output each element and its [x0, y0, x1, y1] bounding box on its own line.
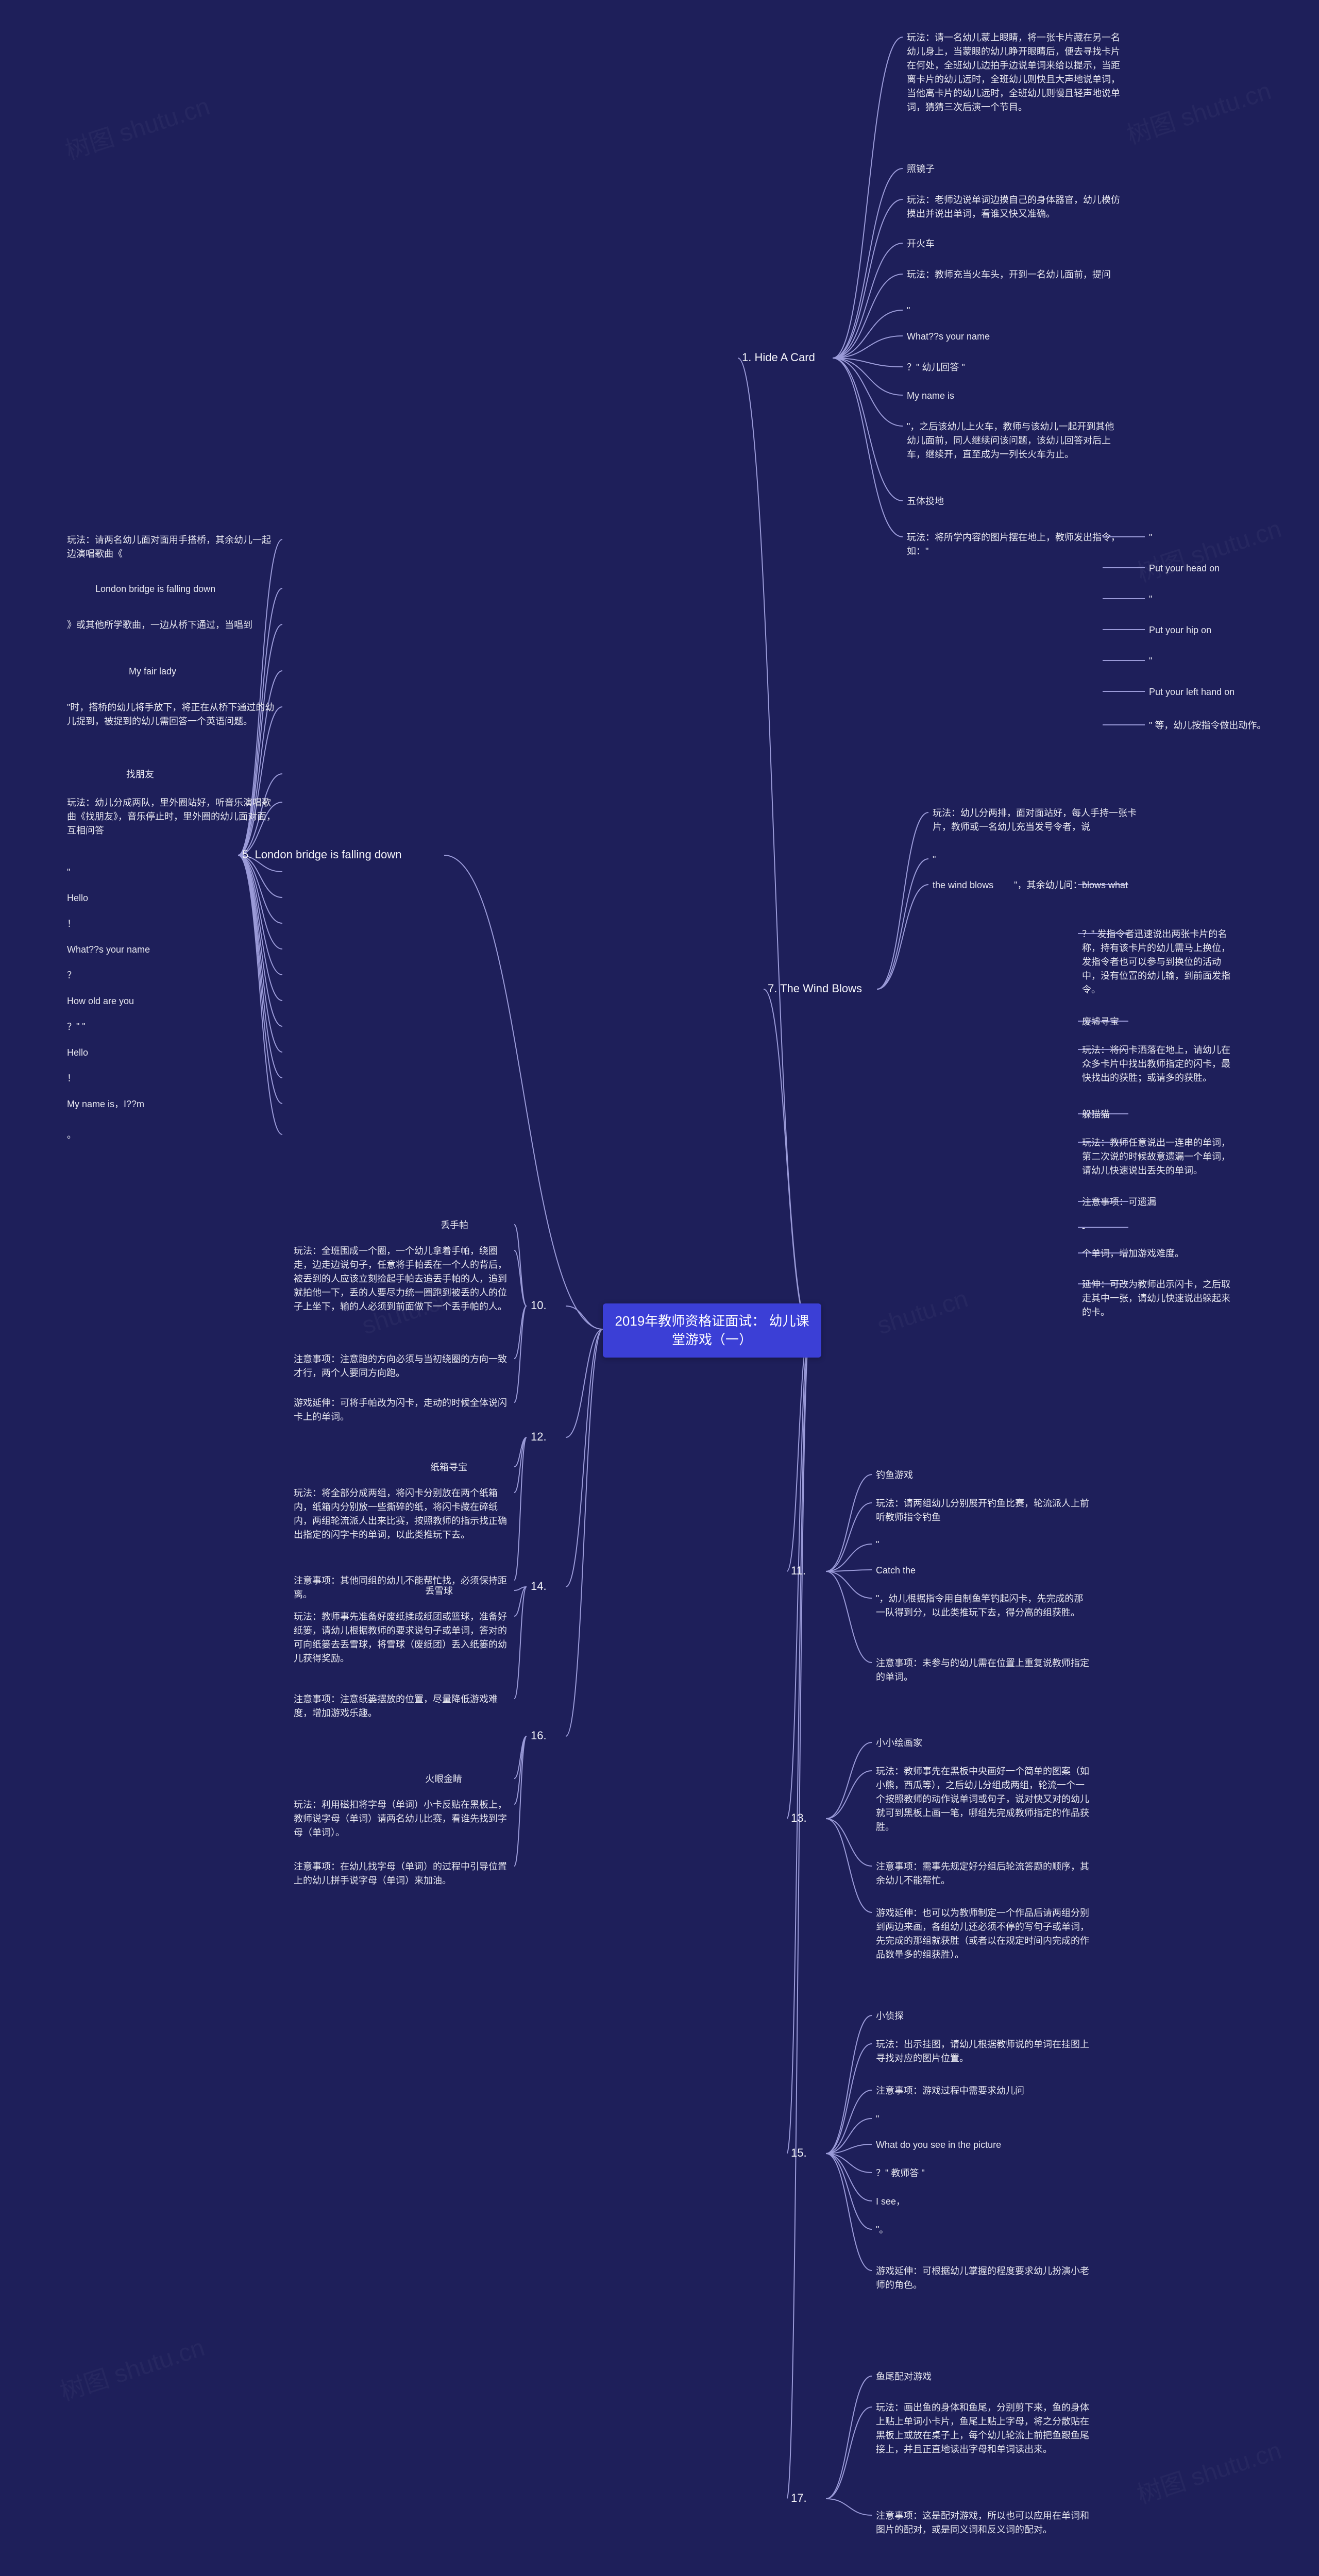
leaf-node: blows what: [1082, 878, 1304, 892]
branch-label-b7: 7. The Wind Blows: [768, 982, 862, 995]
leaf-node: 玩法：幼儿分成两队，里外圈站好，听音乐演唱歌曲《找朋友》，音乐停止时，里外圈的幼…: [67, 796, 278, 838]
center-node: 2019年教师资格证面试： 幼儿课堂游戏（一）: [603, 1303, 821, 1358]
leaf-node: 玩法：请一名幼儿蒙上眼睛，将一张卡片藏在另一名幼儿身上，当蒙眼的幼儿睁开眼睛后，…: [907, 31, 1123, 114]
branch-label-b14: 14.: [531, 1580, 547, 1593]
leaf-node: 玩法：教师任意说出一连串的单词，第二次说的时候故意遗漏一个单词，请幼儿快速说出丢…: [1082, 1136, 1237, 1178]
leaf-node: 躲猫猫: [1082, 1108, 1237, 1122]
leaf-node: "。: [876, 2223, 1092, 2237]
leaf-node: 丢手帕: [294, 1218, 510, 1232]
leaf-node: 五体投地: [907, 495, 1123, 509]
leaf-node: "时，搭桥的幼儿将手放下，将正在从桥下通过的幼儿捉到，被捉到的幼儿需回答一个英语…: [67, 701, 278, 728]
leaf-node: 玩法：画出鱼的身体和鱼尾，分别剪下来，鱼的身体上贴上单词小卡片，鱼尾上贴上字母，…: [876, 2401, 1092, 2456]
leaf-node: 小小绘画家: [876, 1736, 1092, 1750]
leaf-node: 延伸：可改为教师出示闪卡，之后取走其中一张，请幼儿快速说出躲起来的卡。: [1082, 1278, 1237, 1319]
branch-label-b16: 16.: [531, 1729, 547, 1742]
leaf-node: Put your left hand on: [1149, 685, 1278, 699]
leaf-node: ！: [67, 917, 278, 931]
leaf-node: Hello: [67, 891, 278, 905]
leaf-node: 玩法：将全部分成两组，将闪卡分别放在两个纸箱内，纸箱内分别放一些撕碎的纸，将闪卡…: [294, 1486, 510, 1542]
leaf-node: 注意事项：未参与的幼儿需在位置上重复说教师指定的单词。: [876, 1656, 1092, 1684]
leaf-node: London bridge is falling down: [67, 582, 278, 596]
leaf-node: 找朋友: [67, 768, 278, 782]
leaf-node: 照镜子: [907, 162, 1123, 176]
leaf-node: 玩法：全班围成一个圈，一个幼儿拿着手帕，绕圈走，边走边说句子，任意将手帕丢在一个…: [294, 1244, 510, 1314]
leaf-node: What??s your name: [907, 330, 1123, 344]
leaf-node: 小侦探: [876, 2009, 1092, 2023]
leaf-node: ？" 发指令者迅速说出两张卡片的名称，持有该卡片的幼儿需马上换位，发指令者也可以…: [1082, 927, 1237, 997]
leaf-node: 注意事项：可遗漏: [1082, 1195, 1237, 1209]
leaf-node: 废墟寻宝: [1082, 1015, 1237, 1029]
leaf-node: 游戏延伸：也可以为教师制定一个作品后请两组分别到两边来画，各组幼儿还必须不停的写…: [876, 1906, 1092, 1962]
leaf-node: 玩法：教师充当火车头，开到一名幼儿面前，提问: [907, 268, 1123, 282]
branch-label-b15: 15.: [791, 2146, 807, 2160]
leaf-node: ": [876, 1538, 1092, 1552]
leaf-node: ！: [67, 1072, 278, 1086]
leaf-node: 注意事项：这是配对游戏，所以也可以应用在单词和图片的配对，或是同义词和反义词的配…: [876, 2509, 1092, 2537]
leaf-node: ？" 幼儿回答 ": [907, 361, 1123, 375]
leaf-node: How old are you: [67, 994, 278, 1008]
branch-label-b13: 13.: [791, 1811, 807, 1825]
leaf-node: "，之后该幼儿上火车，教师与该幼儿一起开到其他幼儿面前，同人继续问该问题，该幼儿…: [907, 420, 1123, 462]
leaf-node: 注意事项：需事先规定好分组后轮流答题的顺序，其余幼儿不能帮忙。: [876, 1860, 1092, 1888]
leaf-node: Catch the: [876, 1564, 1092, 1578]
leaf-node: 鱼尾配对游戏: [876, 2370, 1092, 2384]
branch-label-b11: 11.: [791, 1564, 806, 1578]
leaf-node: 丢雪球: [294, 1584, 510, 1598]
leaf-node: ": [1149, 531, 1278, 545]
leaf-node: ": [933, 853, 1154, 867]
leaf-node: " 等，幼儿按指令做出动作。: [1149, 719, 1278, 733]
branch-label-b12: 12.: [531, 1430, 547, 1444]
leaf-node: I see，: [876, 2195, 1092, 2209]
leaf-node: 游戏延伸：可根据幼儿掌握的程度要求幼儿扮演小老师的角色。: [876, 2264, 1092, 2292]
leaf-node: 火眼金睛: [294, 1772, 510, 1786]
leaf-node: ": [907, 304, 1123, 318]
leaf-node: 玩法：幼儿分两排，面对面站好，每人手持一张卡片，教师或一名幼儿充当发号令者，说: [933, 806, 1154, 834]
leaf-node: ": [1149, 592, 1278, 606]
leaf-node: 钓鱼游戏: [876, 1468, 1092, 1482]
leaf-node: Put your hip on: [1149, 623, 1278, 637]
leaf-node: 注意事项：注意纸篓摆放的位置，尽量降低游戏难度，增加游戏乐趣。: [294, 1692, 510, 1720]
leaf-node: 玩法：教师事先在黑板中央画好一个简单的图案（如小熊，西瓜等），之后幼儿分组成两组…: [876, 1765, 1092, 1834]
branch-label-b10: 10.: [531, 1299, 547, 1312]
leaf-node: 》或其他所学歌曲，一边从桥下通过，当唱到: [67, 618, 278, 632]
leaf-node: ": [67, 866, 278, 879]
leaf-node: 玩法：请两组幼儿分别展开钓鱼比赛，轮流派人上前听教师指令钓鱼: [876, 1497, 1092, 1524]
leaf-node: Hello: [67, 1046, 278, 1060]
leaf-node: ": [1149, 654, 1278, 668]
leaf-node: ？" ": [67, 1020, 278, 1034]
leaf-node: 注意事项：在幼儿找字母（单词）的过程中引导位置上的幼儿拼手说字母（单词）来加油。: [294, 1860, 510, 1888]
leaf-node: 玩法：老师边说单词边摸自己的身体器官，幼儿模仿摸出并说出单词，看谁又快又准确。: [907, 193, 1123, 221]
leaf-node: My name is，I??m: [67, 1097, 278, 1111]
leaf-node: 玩法：出示挂图，请幼儿根据教师说的单词在挂图上寻找对应的图片位置。: [876, 2038, 1092, 2065]
branch-label-b5: 5. London bridge is falling down: [242, 848, 401, 861]
branch-label-b1: 1. Hide A Card: [742, 351, 815, 364]
leaf-node: 。: [67, 1128, 278, 1142]
leaf-node: Put your head on: [1149, 562, 1278, 575]
leaf-node: What do you see in the picture: [876, 2138, 1092, 2152]
leaf-node: 游戏延伸：可将手帕改为闪卡，走动的时候全体说闪卡上的单词。: [294, 1396, 510, 1424]
leaf-node: 玩法：将所学内容的图片摆在地上，教师发出指令，如：": [907, 531, 1123, 558]
leaf-node: 玩法：利用磁扣将字母（单词）小卡反贴在黑板上，教师说字母（单词）请两名幼儿比赛，…: [294, 1798, 510, 1840]
leaf-node: 玩法：请两名幼儿面对面用手搭桥，其余幼儿一起边演唱歌曲《: [67, 533, 278, 561]
leaf-node: "，幼儿根据指令用自制鱼竿钓起闪卡，先完成的那一队得到分，以此类推玩下去，得分高…: [876, 1592, 1092, 1620]
leaf-node: ？" 教师答 ": [876, 2166, 1092, 2180]
leaf-node: What??s your name: [67, 943, 278, 957]
leaf-node: 注意事项：游戏过程中需要求幼儿问: [876, 2084, 1092, 2098]
leaf-node: My fair lady: [67, 665, 278, 679]
branch-label-b17: 17.: [791, 2492, 807, 2505]
leaf-node: 开火车: [907, 237, 1123, 251]
leaf-node: 玩法：教师事先准备好废纸揉成纸团或篮球，准备好纸篓，请幼儿根据教师的要求说句子或…: [294, 1610, 510, 1666]
leaf-node: 玩法：将闪卡洒落在地上，请幼儿在众多卡片中找出教师指定的闪卡，最快找出的获胜；或…: [1082, 1043, 1237, 1085]
leaf-node: 注意事项：注意跑的方向必须与当初绕圈的方向一致才行，两个人要同方向跑。: [294, 1352, 510, 1380]
leaf-node: 个单词，增加游戏难度。: [1082, 1247, 1237, 1261]
leaf-node: My name is: [907, 389, 1123, 403]
leaf-node: ": [876, 2112, 1092, 2126]
leaf-node: -: [1082, 1221, 1237, 1235]
leaf-node: 纸箱寻宝: [294, 1461, 510, 1475]
leaf-node: ？: [67, 969, 278, 982]
